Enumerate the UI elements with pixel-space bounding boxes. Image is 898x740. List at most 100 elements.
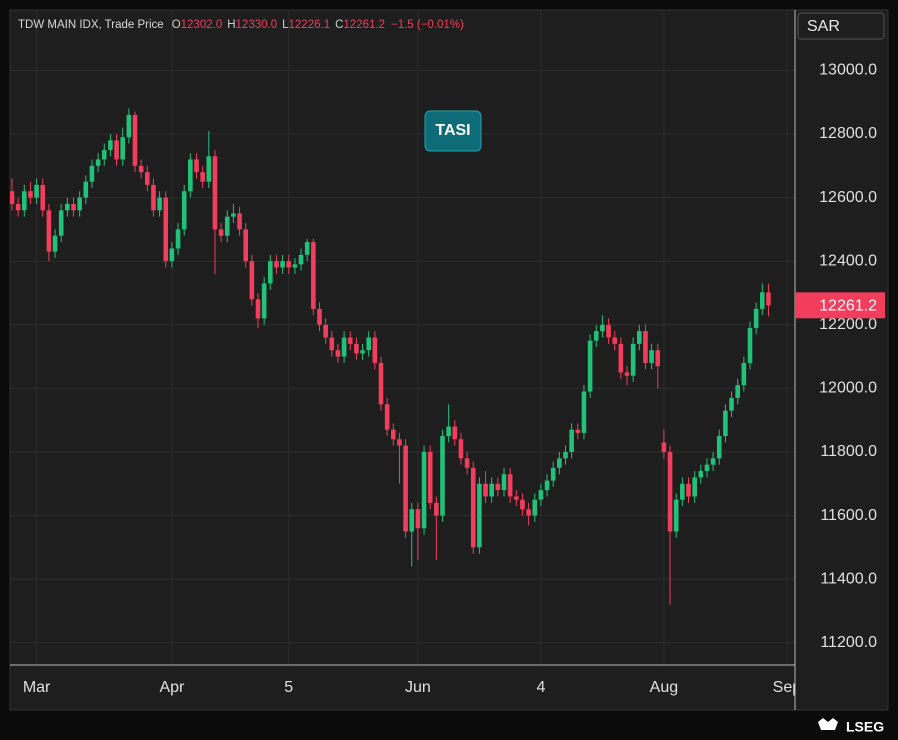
y-tick-label: 11200.0 [820,634,877,651]
candle-body [224,216,230,236]
candle-body [65,203,70,211]
legend-value: 12226.1 [289,19,331,31]
candle-body [138,165,144,173]
candle-body [89,165,95,182]
legend-value: 12302.0 [181,19,223,31]
candle-body [114,140,119,160]
candle-body [655,350,661,367]
candle-body [766,292,771,306]
candle-body [249,261,255,300]
candle-body [544,480,550,491]
candle-body [304,242,310,255]
candle-body [71,203,76,211]
change: −1.5 (−0.01%) [391,19,464,31]
candle-body [723,410,728,437]
candle-body [710,458,716,465]
candle-body [587,340,593,392]
candle-body [397,439,402,446]
currency[interactable]: SAR [807,18,840,35]
candle-body [637,331,642,344]
candle-body [108,140,113,150]
candle-body [15,203,21,211]
candle-body [477,483,482,548]
candle-body [212,156,218,230]
candle-body [366,337,371,351]
candle-body [354,343,359,354]
candle-body [575,429,581,433]
candle-body [538,490,544,500]
candle-body [452,426,458,440]
candle-body [22,191,27,211]
candle-body [317,308,322,325]
candle-body [421,451,427,529]
candle-body [661,442,667,452]
candle-body [667,451,673,532]
candle-body [311,242,316,309]
candle-body [458,439,464,459]
candle-body [729,397,734,411]
candle-body [163,197,169,262]
y-tick-label: 12400.0 [819,252,877,269]
candle-body [58,210,64,236]
last-price-box [795,292,885,319]
x-tick-label: 4 [536,679,545,696]
candle-body [151,184,156,211]
candle-body [83,181,89,198]
candle-body [760,292,765,309]
brand-logo [818,718,838,730]
candle-body [716,436,722,459]
candle-body [46,210,52,252]
candle-body [329,337,335,351]
candle-body [581,391,587,433]
annotation-box [424,110,482,152]
candle-body [347,337,353,344]
candle-body [489,483,494,497]
candle-body [680,483,685,500]
candle-body [600,324,605,332]
legend-key: H [227,19,235,31]
candle-body [735,385,740,398]
last-price-label: 12261.2 [819,298,877,315]
candle-body [440,436,445,516]
candle-body [704,464,710,472]
candle-body [372,337,378,363]
legend-key: L [282,19,289,31]
candle-body [52,235,58,252]
y-tick-label: 12200.0 [819,316,877,333]
candle-body [298,254,304,265]
candle-body [323,324,328,338]
x-tick-label: Aug [650,679,678,696]
candle-body [483,483,488,497]
candle-body [120,137,125,160]
candle-body [624,372,630,376]
candle-body [274,261,279,268]
candle-body [753,308,759,328]
candle-body [673,499,679,532]
candle-body [169,248,175,262]
candle-body [200,172,205,182]
candle-body [378,362,384,405]
currency-box[interactable] [797,12,885,40]
candle-body [335,350,341,357]
candle-body [391,429,396,440]
candle-body [434,502,439,516]
candle-body [698,471,704,478]
candle-body [132,114,138,166]
x-tick-label: Sep [773,679,802,696]
x-tick-label: Apr [159,679,185,696]
y-tick-label: 11800.0 [820,443,877,460]
symbol: TDW MAIN IDX, Trade Price [18,19,164,31]
y-tick-label: 11600.0 [820,507,877,524]
candle-body [569,429,574,452]
y-tick-label: 12000.0 [819,380,877,397]
candle-body [243,229,248,262]
x-tick-label: Mar [23,679,51,696]
candle-body [280,261,285,268]
candle-body [206,156,212,182]
candle-body [514,496,519,500]
legend-value: 12261.2 [343,19,385,31]
candle-body [157,197,162,211]
candle-body [643,331,648,363]
candle-body [231,213,236,217]
